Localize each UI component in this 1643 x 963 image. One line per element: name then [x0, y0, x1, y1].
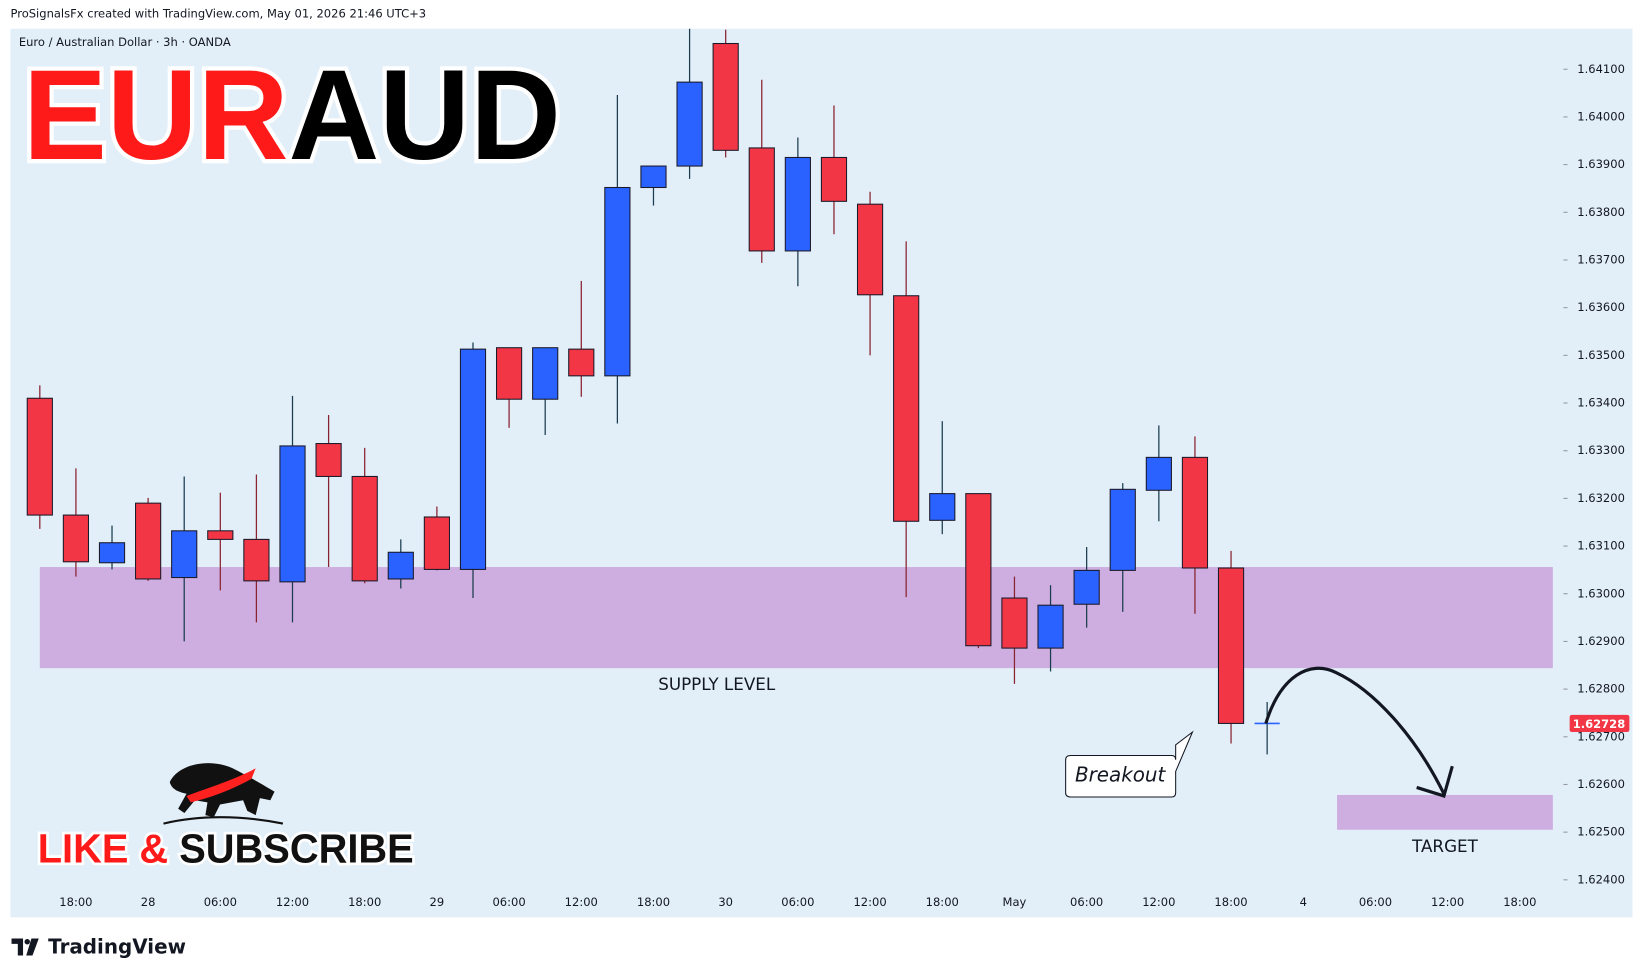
- y-tick-label: 1.64000: [1577, 109, 1625, 123]
- y-tick-label: 1.63200: [1577, 491, 1625, 505]
- x-tick-label: 12:00: [1431, 895, 1464, 909]
- candle-body: [171, 530, 198, 579]
- title-part: AUD: [289, 43, 561, 186]
- candle-body: [1145, 456, 1172, 491]
- candle-body: [1001, 597, 1028, 649]
- candles: [26, 28, 1280, 755]
- cta-part: SUBSCRIBE: [179, 826, 413, 871]
- attribution: ProSignalsFx created with TradingView.co…: [10, 6, 426, 20]
- price-tag: [1569, 714, 1630, 732]
- candle-body: [1073, 569, 1100, 605]
- brand-logo: [11, 938, 39, 956]
- y-tick-label: 1.62600: [1577, 777, 1625, 791]
- candle-body: [26, 397, 53, 516]
- axes: 1.64100 1.64000 1.63900 1.63800 1.63700 1.636…: [59, 62, 1630, 909]
- zone-label: SUPPLY LEVEL: [658, 674, 776, 694]
- zone: [1337, 794, 1553, 830]
- x-tick-label: 18:00: [59, 895, 92, 909]
- candle-body: [676, 81, 703, 167]
- y-tick-label: 1.62900: [1577, 634, 1625, 648]
- candle-body: [820, 156, 848, 202]
- title-part: EUR: [23, 43, 288, 186]
- x-tick-label: 4: [1300, 895, 1307, 909]
- x-tick-label: 12:00: [565, 895, 598, 909]
- x-tick-label: 18:00: [637, 895, 670, 909]
- x-tick-label: 18:00: [926, 895, 959, 909]
- candle-body: [62, 514, 90, 563]
- y-tick-label: 1.63800: [1577, 205, 1625, 219]
- x-tick-label: 06:00: [492, 895, 525, 909]
- x-tick-label: 30: [718, 895, 733, 909]
- x-tick-label: 06:00: [1070, 895, 1103, 909]
- candle-body: [243, 538, 270, 582]
- x-tick-label: 12:00: [1142, 895, 1175, 909]
- candle-body: [712, 42, 739, 151]
- x-tick-label: 06:00: [781, 895, 814, 909]
- y-tick-label: 1.62800: [1577, 682, 1625, 696]
- zone: [39, 567, 1553, 669]
- candle-body: [568, 348, 595, 377]
- candle-body: [135, 502, 162, 580]
- y-tick-label: 1.63700: [1577, 252, 1625, 266]
- x-tick-label: 29: [430, 895, 445, 909]
- x-tick-label: 06:00: [1359, 895, 1392, 909]
- y-tick-label: 1.63500: [1577, 348, 1625, 362]
- candle-body: [351, 475, 378, 582]
- bull-logo: [163, 763, 284, 825]
- x-tick-label: 12:00: [853, 895, 886, 909]
- candle-body: [1181, 456, 1209, 569]
- candle-body: [532, 347, 559, 400]
- y-tick-label: 1.63900: [1577, 157, 1625, 171]
- x-tick-label: 12:00: [276, 895, 309, 909]
- candle-body: [315, 443, 342, 477]
- candle-body: [207, 530, 234, 540]
- candle-body: [495, 347, 523, 400]
- y-tick-label: 1.63400: [1577, 395, 1625, 409]
- candle-body: [640, 165, 667, 189]
- y-tick-label: 1.62700: [1577, 729, 1625, 743]
- candle-body: [423, 516, 450, 570]
- x-tick-label: 06:00: [204, 895, 237, 909]
- callout-text: Breakout: [1075, 762, 1166, 786]
- brand-name: TradingView: [48, 934, 186, 958]
- candle-body: [1217, 567, 1245, 724]
- y-tick-label: 1.63100: [1577, 539, 1625, 553]
- candle-body: [279, 445, 306, 583]
- call-to-action: LIKE & SUBSCRIBE: [38, 826, 414, 871]
- candle-body: [1109, 488, 1136, 571]
- candle-body: [784, 156, 811, 252]
- candle-body: [965, 493, 992, 647]
- price-tag-label: 1.62728: [1573, 717, 1625, 731]
- callout: Breakout: [1065, 730, 1194, 798]
- candle-body: [459, 348, 487, 570]
- x-tick-label: 18:00: [348, 895, 381, 909]
- y-tick-label: 1.63600: [1577, 300, 1625, 314]
- big-title: EURAUD: [23, 43, 561, 186]
- x-tick-label: 18:00: [1503, 895, 1536, 909]
- y-tick-label: 1.64100: [1577, 62, 1625, 76]
- zone-label: TARGET: [1411, 836, 1478, 856]
- candle-body: [748, 147, 775, 252]
- projection-arrow: [1264, 666, 1454, 798]
- cta-part: LIKE &: [38, 826, 168, 871]
- candle-body: [856, 203, 884, 296]
- candle-body: [604, 186, 631, 377]
- y-tick-label: 1.62400: [1577, 872, 1625, 886]
- y-tick-label: 1.63300: [1577, 443, 1625, 457]
- y-tick-label: 1.62500: [1577, 825, 1625, 839]
- y-tick-label: 1.63000: [1577, 586, 1625, 600]
- candle-body: [893, 295, 920, 522]
- candle-body: [387, 551, 414, 580]
- symbol-info: Euro / Australian Dollar · 3h · OANDA: [19, 35, 231, 49]
- candle-body: [98, 542, 126, 564]
- x-tick-label: 28: [141, 895, 156, 909]
- x-tick-label: 18:00: [1214, 895, 1247, 909]
- candle-body: [929, 493, 956, 521]
- candle-body: [1037, 604, 1064, 649]
- x-tick-label: May: [1003, 895, 1027, 909]
